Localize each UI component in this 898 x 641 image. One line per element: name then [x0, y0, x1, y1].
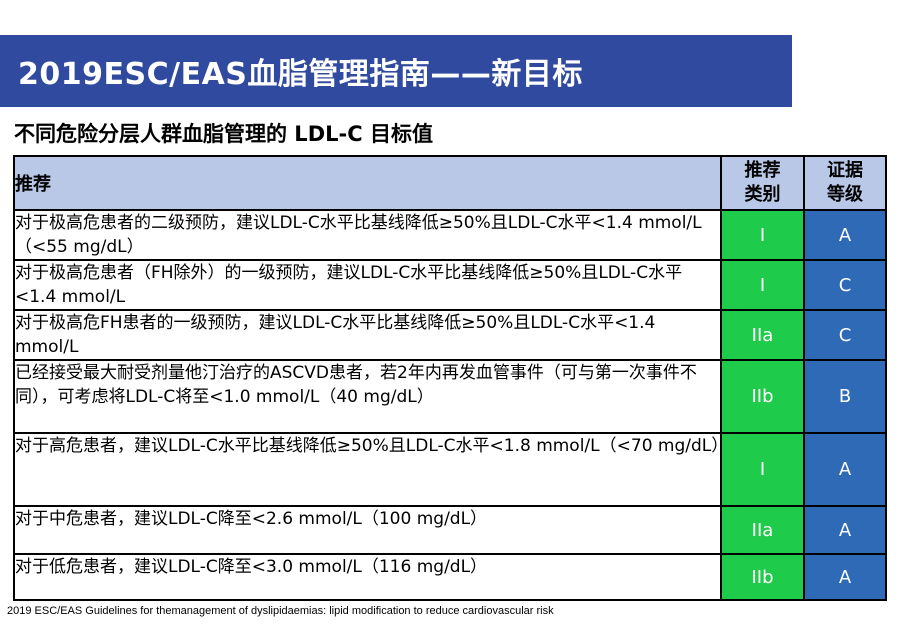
- table-row: 已经接受最大耐受剂量他汀治疗的ASCVD患者，若2年内再发血管事件（可与第一次事…: [13, 359, 887, 434]
- header-recommendation: 推荐: [13, 155, 722, 211]
- citation-footnote: 2019 ESC/EAS Guidelines for themanagemen…: [7, 605, 554, 617]
- row-class: I: [720, 209, 805, 261]
- page-subtitle: 不同危险分层人群血脂管理的 LDL-C 目标值: [14, 122, 433, 146]
- row-level: A: [803, 209, 887, 261]
- row-class: IIb: [720, 553, 805, 601]
- row-class: IIb: [720, 359, 805, 434]
- row-class: IIa: [720, 309, 805, 361]
- row-level: B: [803, 359, 887, 434]
- row-text: 对于低危患者，建议LDL-C降至<3.0 mmol/L（116 mg/dL）: [13, 553, 722, 601]
- table-row: 对于高危患者，建议LDL-C水平比基线降低≥50%且LDL-C水平<1.8 mm…: [13, 432, 887, 507]
- table-row: 对于极高危患者的二级预防，建议LDL-C水平比基线降低≥50%且LDL-C水平<…: [13, 209, 887, 261]
- page-title: 2019ESC/EAS血脂管理指南——新目标: [18, 57, 583, 92]
- title-banner: 2019ESC/EAS血脂管理指南——新目标: [0, 35, 792, 107]
- recommendation-table: 推荐 推荐类别 证据等级 对于极高危患者的二级预防，建议LDL-C水平比基线降低…: [13, 155, 887, 601]
- row-text: 对于极高危患者的二级预防，建议LDL-C水平比基线降低≥50%且LDL-C水平<…: [13, 209, 722, 261]
- row-class: IIa: [720, 505, 805, 555]
- row-class: I: [720, 259, 805, 311]
- header-class: 推荐类别: [720, 155, 805, 211]
- row-level: A: [803, 432, 887, 507]
- table-row: 对于中危患者，建议LDL-C降至<2.6 mmol/L（100 mg/dL） I…: [13, 505, 887, 555]
- row-text: 对于高危患者，建议LDL-C水平比基线降低≥50%且LDL-C水平<1.8 mm…: [13, 432, 728, 507]
- row-level: C: [803, 309, 887, 361]
- row-level: A: [803, 505, 887, 555]
- row-level: A: [803, 553, 887, 601]
- row-level: C: [803, 259, 887, 311]
- row-text: 已经接受最大耐受剂量他汀治疗的ASCVD患者，若2年内再发血管事件（可与第一次事…: [13, 359, 722, 434]
- row-text: 对于极高危患者（FH除外）的一级预防，建议LDL-C水平比基线降低≥50%且LD…: [13, 259, 722, 311]
- header-level: 证据等级: [803, 155, 887, 211]
- table-header-row: 推荐 推荐类别 证据等级: [13, 155, 887, 211]
- table-row: 对于极高危FH患者的一级预防，建议LDL-C水平比基线降低≥50%且LDL-C水…: [13, 309, 887, 361]
- row-text: 对于中危患者，建议LDL-C降至<2.6 mmol/L（100 mg/dL）: [13, 505, 722, 555]
- table-row: 对于极高危患者（FH除外）的一级预防，建议LDL-C水平比基线降低≥50%且LD…: [13, 259, 887, 311]
- header-level-label: 证据等级: [827, 160, 863, 205]
- row-text: 对于极高危FH患者的一级预防，建议LDL-C水平比基线降低≥50%且LDL-C水…: [13, 309, 722, 361]
- table-row: 对于低危患者，建议LDL-C降至<3.0 mmol/L（116 mg/dL） I…: [13, 553, 887, 601]
- row-class: I: [720, 432, 805, 507]
- header-class-label: 推荐类别: [744, 160, 781, 205]
